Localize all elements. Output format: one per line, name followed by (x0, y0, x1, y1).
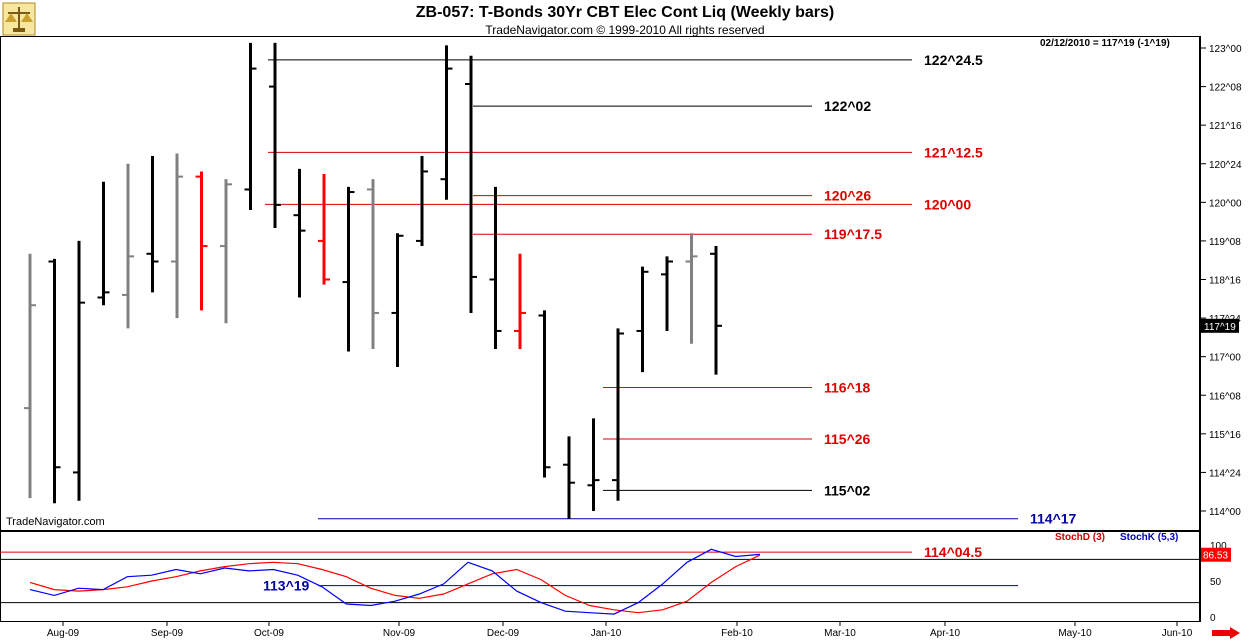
trade-navigator-logo (2, 2, 36, 36)
price-tick-label: 114^24 (1209, 468, 1241, 479)
price-tick-label: 121^16 (1209, 121, 1242, 132)
level-label: 122^24.5 (924, 52, 983, 68)
level-label: 115^02 (824, 482, 871, 498)
price-tick-label: 118^16 (1209, 276, 1241, 287)
price-readout: 02/12/2010 = 117^19 (-1^19) (1040, 38, 1170, 49)
last-price-label: 117^19 (1204, 322, 1236, 333)
price-tick-label: 122^08 (1209, 83, 1242, 94)
stoch-tick-label: 50 (1210, 577, 1222, 588)
level-label: 120^26 (824, 188, 871, 204)
x-tick-label: Dec-09 (487, 628, 520, 639)
x-tick-label: Jan-10 (591, 628, 622, 639)
stoch-tick-label: 100 (1210, 541, 1227, 552)
stoch-last-box (1201, 547, 1231, 562)
level-label: 120^00 (924, 196, 971, 212)
price-tick-label: 123^00 (1209, 44, 1242, 55)
x-tick-label: Nov-09 (383, 628, 416, 639)
level-label: 114^17 (1030, 511, 1077, 527)
price-tick-label: 115^16 (1209, 430, 1241, 441)
last-price-box (1201, 318, 1239, 333)
watermark-text: TradeNavigator.com (6, 516, 105, 528)
x-tick-label: Apr-10 (930, 628, 960, 639)
level-label: 114^04.5 (924, 544, 982, 560)
x-tick-label: May-10 (1058, 628, 1092, 639)
price-tick-label: 116^08 (1209, 391, 1241, 402)
price-tick-label: 119^08 (1209, 237, 1241, 248)
level-label: 119^17.5 (824, 226, 882, 242)
scroll-right-arrow-icon[interactable] (1212, 627, 1242, 639)
copyright-text: TradeNavigator.com © 1999-2010 All right… (485, 23, 765, 37)
x-tick-label: Sep-09 (151, 628, 184, 639)
legend-stochk: StochK (5,3) (1120, 532, 1179, 543)
level-label: 122^02 (824, 98, 871, 114)
x-tick-label: Feb-10 (721, 628, 753, 639)
price-tick-label: 117^00 (1209, 353, 1241, 364)
stoch-panel-frame (0, 531, 1200, 622)
chart-title: ZB-057: T-Bonds 30Yr CBT Elec Cont Liq (… (415, 4, 835, 21)
price-panel-frame (0, 36, 1200, 531)
x-tick-label: Oct-09 (254, 628, 284, 639)
price-tick-label: 114^00 (1209, 507, 1241, 518)
x-tick-label: Mar-10 (824, 628, 856, 639)
stoch-series-line (29, 554, 761, 614)
level-label: 121^12.5 (924, 144, 983, 160)
stoch-tick-label: 0 (1210, 613, 1216, 624)
stoch-last-label: 86.53 (1203, 551, 1228, 562)
level-label: 115^26 (824, 431, 871, 447)
legend-stochd: StochD (3) (1055, 532, 1105, 543)
price-tick-label: 120^00 (1209, 198, 1242, 209)
x-tick-label: Jun-10 (1162, 628, 1193, 639)
price-tick-label: 120^24 (1209, 160, 1242, 171)
level-label: 113^19 (263, 578, 310, 594)
stoch-series-line (29, 548, 761, 615)
x-tick-label: Aug-09 (47, 628, 80, 639)
level-label: 116^18 (824, 380, 871, 396)
